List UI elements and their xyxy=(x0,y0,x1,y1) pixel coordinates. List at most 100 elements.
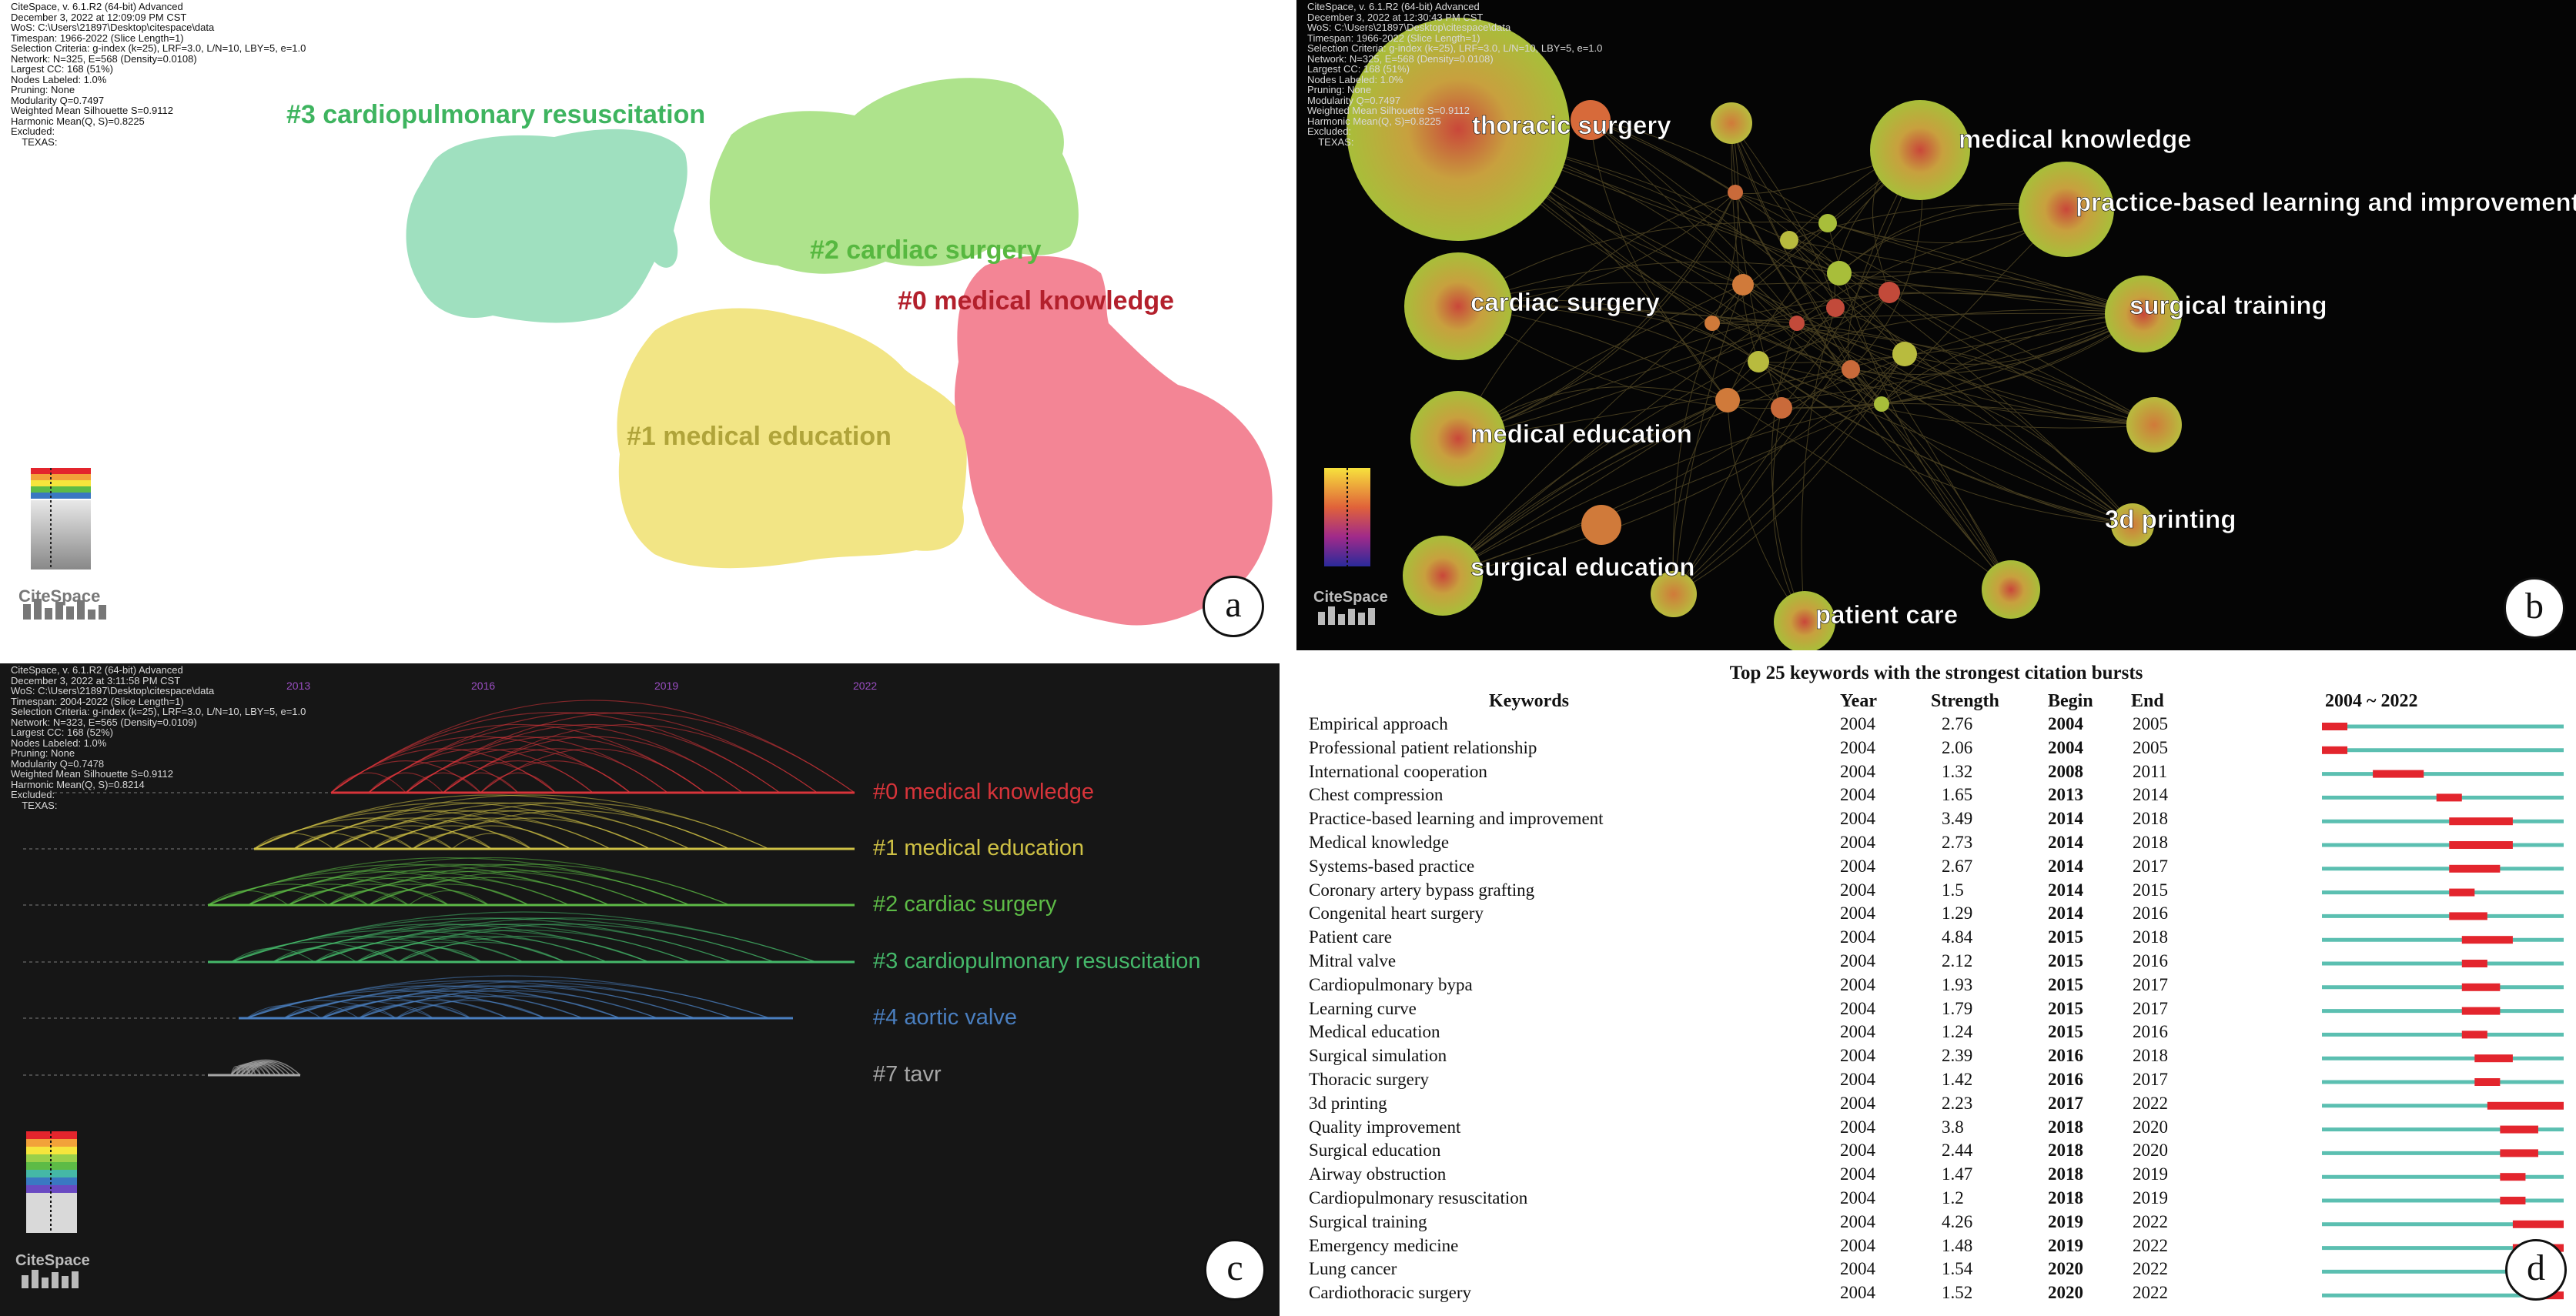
burst-cell-year: 2004 xyxy=(1840,833,1875,852)
panel-b-keyword-network: thoracic surgery medical knowledge pract… xyxy=(1296,0,2576,650)
burst-cell-year: 2004 xyxy=(1840,903,1875,924)
network-node-labels: thoracic surgery medical knowledge pract… xyxy=(1470,111,2576,630)
network-node xyxy=(1403,536,1483,616)
burst-cell-strength: 1.24 xyxy=(1942,1022,1973,1042)
burst-cell-end: 2019 xyxy=(2133,1164,2168,1184)
network-edge xyxy=(1673,292,1890,595)
metadata-line: Excluded: xyxy=(11,125,55,137)
timeline-arc xyxy=(246,1005,322,1019)
timeline-arc xyxy=(395,1005,471,1019)
network-node xyxy=(2105,276,2182,352)
panel-d-citation-bursts: Top 25 keywords with the strongest citat… xyxy=(1296,658,2576,1316)
burst-cell-year: 2004 xyxy=(1840,998,1875,1018)
burst-cell-end: 2018 xyxy=(2133,1046,2168,1066)
network-node xyxy=(2126,397,2182,453)
burst-cell-year: 2004 xyxy=(1840,1259,1875,1279)
metadata-line: TEXAS: xyxy=(1307,135,1354,148)
timeline-arc xyxy=(372,825,532,850)
burst-cell-keyword: Empirical approach xyxy=(1309,714,1448,733)
burst-cell-strength: 2.73 xyxy=(1942,833,1973,852)
network-edge xyxy=(1758,313,2144,363)
citespace-metadata: CiteSpace, v. 6.1.R2 (64-bit) Advanced De… xyxy=(11,2,306,147)
burst-cell-keyword: Cardiothoracic surgery xyxy=(1309,1283,1471,1303)
burst-cell-keyword: Systems-based practice xyxy=(1309,856,1475,876)
burst-cell-end: 2011 xyxy=(2133,761,2168,781)
burst-segment xyxy=(2322,723,2348,730)
cluster-map: #3 cardiopulmonary resuscitation #2 card… xyxy=(23,78,1273,626)
timeline-label: #1 medical education xyxy=(873,836,1084,860)
network-node xyxy=(1774,591,1835,650)
network-node xyxy=(1780,231,1798,249)
metadata-line: Pruning: None xyxy=(11,747,75,759)
metadata-line: Nodes Labeled: 1.0% xyxy=(11,73,107,85)
burst-cell-year: 2004 xyxy=(1840,927,1875,947)
burst-segment xyxy=(2449,912,2487,920)
network-edge xyxy=(1835,307,2133,526)
metadata-line: Modularity Q=0.7497 xyxy=(11,94,105,106)
cluster-region-0 xyxy=(955,256,1273,626)
metadata-line: Weighted Mean Silhouette S=0.9112 xyxy=(11,105,173,116)
citespace-logo-graphic xyxy=(22,1270,79,1288)
burst-cell-keyword: Cardiopulmonary bypa xyxy=(1309,974,1473,994)
network-node xyxy=(1818,214,1837,232)
network-edge xyxy=(1727,399,1805,623)
burst-cell-begin: 2015 xyxy=(2048,1022,2083,1042)
timeline-arc xyxy=(368,890,450,906)
timeline-arc xyxy=(397,947,483,963)
network-edge xyxy=(1457,192,1736,439)
burst-cell-year: 2004 xyxy=(1840,1283,1875,1303)
network-edge xyxy=(1673,292,1890,595)
timeline-arc xyxy=(373,802,769,850)
metadata-line: Harmonic Mean(Q, S)=0.8225 xyxy=(1307,115,1441,127)
timeline-arc xyxy=(397,941,566,963)
node-label: surgical education xyxy=(1470,553,1695,581)
burst-cell-end: 2016 xyxy=(2133,951,2168,970)
network-edge xyxy=(1735,192,2144,315)
metadata-line: Network: N=323, E=565 (Density=0.0109) xyxy=(11,716,197,728)
network-node xyxy=(1732,274,1754,296)
burst-cell-keyword: Medical knowledge xyxy=(1309,833,1450,852)
network-node xyxy=(1827,261,1852,286)
timeline-arc xyxy=(396,995,621,1019)
metadata-line: Excluded: xyxy=(11,789,55,800)
metadata-line: Timespan: 1966-2022 (Slice Length=1) xyxy=(1307,32,1480,44)
burst-segment xyxy=(2461,936,2513,944)
network-node xyxy=(1347,18,1570,241)
metadata-line: Harmonic Mean(Q, S)=0.8225 xyxy=(11,115,145,127)
metadata-line: Network: N=325, E=568 (Density=0.0108) xyxy=(1307,52,1494,65)
network-edge xyxy=(1758,361,2133,526)
burst-cell-begin: 2014 xyxy=(2048,833,2083,852)
timeline-arc xyxy=(372,833,453,850)
burst-cell-keyword: Thoracic surgery xyxy=(1309,1070,1430,1089)
burst-cell-keyword: Congenital heart surgery xyxy=(1309,903,1484,924)
network-edge xyxy=(1889,292,2155,426)
network-edge xyxy=(1850,369,2133,526)
network-edge xyxy=(1758,361,2133,526)
network-edge xyxy=(1742,284,2133,526)
network-edge xyxy=(1904,353,2155,426)
node-label: thoracic surgery xyxy=(1472,111,1671,139)
burst-cell-end: 2022 xyxy=(2133,1235,2168,1255)
network-edge xyxy=(1673,353,1905,595)
burst-cell-keyword: Cardiopulmonary resuscitation xyxy=(1309,1188,1528,1207)
year-color-legend xyxy=(31,468,91,569)
node-label: cardiac surgery xyxy=(1470,288,1660,316)
burst-cell-year: 2004 xyxy=(1840,856,1875,876)
network-edge xyxy=(1788,239,2012,590)
timeline-arc xyxy=(273,941,440,963)
burst-segment xyxy=(2461,1007,2501,1015)
burst-cell-begin: 2016 xyxy=(2048,1070,2083,1089)
cluster-region-3 xyxy=(406,129,687,323)
network-node xyxy=(1826,299,1845,317)
network-edge xyxy=(1781,313,2144,409)
burst-cell-begin: 2004 xyxy=(2048,737,2083,757)
network-edge xyxy=(1590,119,1728,401)
timeline-arc xyxy=(412,833,492,850)
network-node xyxy=(1771,397,1792,419)
timeline-arc xyxy=(443,723,818,793)
burst-cell-strength: 1.2 xyxy=(1942,1188,1964,1207)
metadata-line: Nodes Labeled: 1.0% xyxy=(11,736,107,749)
burst-table-title: Top 25 keywords with the strongest citat… xyxy=(1729,663,2143,683)
network-edge xyxy=(1796,322,2155,426)
metadata-line: Selection Criteria: g-index (k=25), LRF=… xyxy=(1307,42,1603,54)
